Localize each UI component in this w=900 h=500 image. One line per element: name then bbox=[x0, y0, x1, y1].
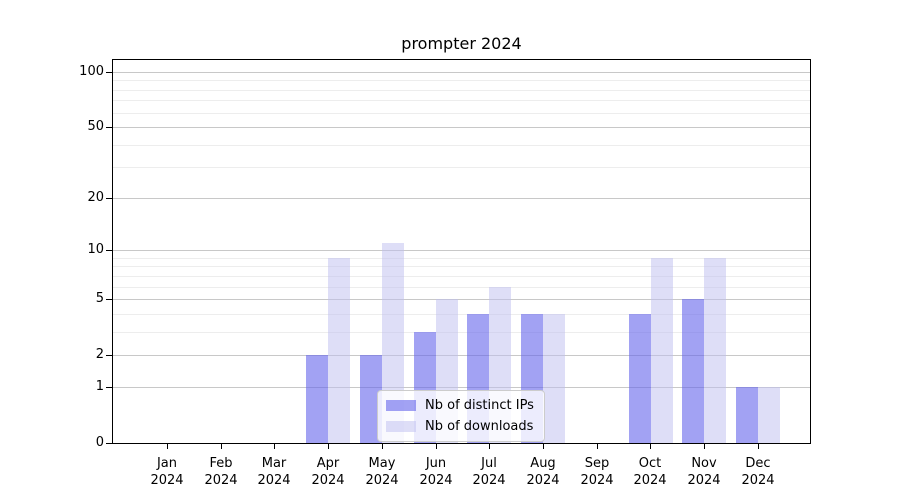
y-tick-label-5: 5 bbox=[95, 291, 104, 306]
legend-swatch-distinct-ips bbox=[386, 400, 416, 411]
bar-dec-downloads bbox=[757, 387, 780, 443]
minor-gridline-8 bbox=[113, 266, 810, 268]
major-gridline-2 bbox=[113, 354, 810, 356]
x-tick-mark-apr bbox=[328, 444, 329, 449]
y-tick-mark-20 bbox=[106, 198, 112, 199]
bar-apr-distinct-ips bbox=[306, 354, 329, 443]
x-tick-mark-jun bbox=[436, 444, 437, 449]
x-tick-mark-feb bbox=[221, 444, 222, 449]
bar-aug-downloads bbox=[543, 313, 565, 443]
x-tick-label-apr: Apr 2024 bbox=[311, 456, 345, 488]
legend-entry-distinct-ips: Nb of distinct IPs bbox=[386, 397, 534, 414]
bar-may-distinct-ips bbox=[359, 354, 382, 443]
minor-gridline-6 bbox=[113, 286, 810, 288]
legend-label-downloads: Nb of downloads bbox=[425, 419, 534, 434]
legend-swatch-downloads bbox=[386, 421, 416, 432]
x-tick-mark-nov bbox=[704, 444, 705, 449]
x-tick-mark-jul bbox=[489, 444, 490, 449]
minor-gridline-80 bbox=[113, 89, 810, 91]
x-tick-label-jul: Jul 2024 bbox=[472, 456, 506, 488]
x-tick-label-jun: Jun 2024 bbox=[419, 456, 453, 488]
legend-label-distinct-ips: Nb of distinct IPs bbox=[425, 398, 534, 413]
minor-gridline-90 bbox=[113, 80, 810, 82]
major-gridline-5 bbox=[113, 299, 810, 300]
legend-entry-downloads: Nb of downloads bbox=[386, 418, 534, 435]
bar-oct-downloads bbox=[650, 257, 673, 443]
y-tick-label-0: 0 bbox=[95, 435, 104, 450]
x-tick-label-sep: Sep 2024 bbox=[580, 456, 614, 488]
x-tick-mark-may bbox=[382, 444, 383, 449]
y-tick-label-50: 50 bbox=[87, 119, 104, 134]
x-tick-label-feb: Feb 2024 bbox=[204, 456, 238, 488]
y-tick-mark-100 bbox=[106, 72, 112, 73]
y-tick-mark-50 bbox=[106, 127, 112, 128]
x-tick-mark-mar bbox=[274, 444, 275, 449]
y-tick-label-20: 20 bbox=[87, 190, 104, 205]
bar-oct-distinct-ips bbox=[628, 313, 651, 443]
minor-gridline-7 bbox=[113, 275, 810, 277]
bar-nov-downloads bbox=[704, 257, 727, 443]
major-gridline-50 bbox=[113, 126, 810, 128]
minor-gridline-3 bbox=[113, 331, 810, 333]
x-tick-label-nov: Nov 2024 bbox=[687, 456, 721, 488]
x-tick-label-jan: Jan 2024 bbox=[150, 456, 184, 488]
y-tick-mark-1 bbox=[106, 387, 112, 388]
minor-gridline-4 bbox=[113, 313, 810, 315]
x-tick-label-may: May 2024 bbox=[365, 456, 399, 488]
x-tick-mark-aug bbox=[543, 444, 544, 449]
y-tick-label-1: 1 bbox=[95, 379, 104, 394]
major-gridline-20 bbox=[113, 198, 810, 200]
bar-dec-distinct-ips bbox=[735, 387, 758, 443]
minor-gridline-60 bbox=[113, 112, 810, 114]
x-tick-label-dec: Dec 2024 bbox=[741, 456, 775, 488]
minor-gridline-30 bbox=[113, 166, 810, 168]
major-gridline-100 bbox=[113, 72, 810, 73]
y-tick-label-2: 2 bbox=[95, 347, 104, 362]
plot-area: Nb of distinct IPs Nb of downloads bbox=[112, 59, 811, 444]
x-tick-label-mar: Mar 2024 bbox=[257, 456, 291, 488]
y-tick-label-10: 10 bbox=[87, 242, 104, 257]
x-tick-label-oct: Oct 2024 bbox=[633, 456, 667, 488]
minor-gridline-40 bbox=[113, 144, 810, 146]
y-tick-mark-2 bbox=[106, 355, 112, 356]
x-tick-mark-sep bbox=[597, 444, 598, 449]
chart-title: prompter 2024 bbox=[401, 34, 522, 53]
major-gridline-10 bbox=[113, 250, 810, 252]
minor-gridline-9 bbox=[113, 257, 810, 259]
y-tick-mark-0 bbox=[106, 443, 112, 444]
major-gridline-1 bbox=[113, 387, 810, 389]
x-tick-label-aug: Aug 2024 bbox=[526, 456, 560, 488]
minor-gridline-70 bbox=[113, 100, 810, 102]
bar-nov-distinct-ips bbox=[682, 299, 705, 443]
legend: Nb of distinct IPs Nb of downloads bbox=[377, 390, 545, 442]
y-tick-label-100: 100 bbox=[79, 64, 104, 79]
bar-apr-downloads bbox=[328, 257, 351, 443]
x-tick-mark-dec bbox=[758, 444, 759, 449]
x-tick-mark-oct bbox=[650, 444, 651, 449]
y-tick-mark-5 bbox=[106, 299, 112, 300]
x-tick-mark-jan bbox=[167, 444, 168, 449]
y-tick-mark-10 bbox=[106, 250, 112, 251]
